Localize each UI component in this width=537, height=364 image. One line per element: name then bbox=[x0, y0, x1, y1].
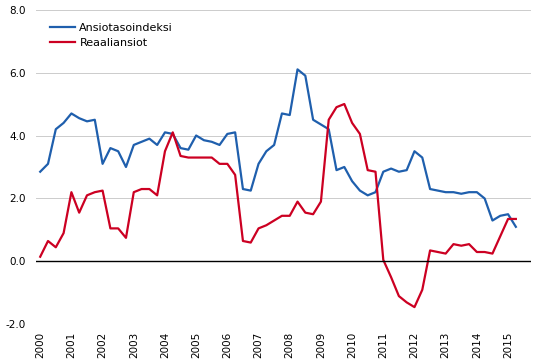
Reaaliansiot bbox=[325, 118, 332, 122]
Reaaliansiot bbox=[271, 218, 277, 223]
Reaaliansiot bbox=[37, 254, 43, 259]
Ansiotasoindeksi bbox=[458, 191, 465, 196]
Reaaliansiot bbox=[513, 217, 519, 221]
Ansiotasoindeksi bbox=[333, 168, 340, 172]
Reaaliansiot bbox=[130, 190, 137, 194]
Reaaliansiot bbox=[162, 149, 168, 154]
Ansiotasoindeksi bbox=[76, 116, 82, 120]
Ansiotasoindeksi bbox=[162, 130, 168, 135]
Legend: Ansiotasoindeksi, Reaaliansiot: Ansiotasoindeksi, Reaaliansiot bbox=[46, 18, 178, 53]
Line: Ansiotasoindeksi: Ansiotasoindeksi bbox=[40, 70, 516, 227]
Reaaliansiot bbox=[76, 210, 82, 215]
Ansiotasoindeksi bbox=[37, 170, 43, 174]
Ansiotasoindeksi bbox=[130, 143, 137, 147]
Reaaliansiot bbox=[341, 102, 347, 106]
Ansiotasoindeksi bbox=[294, 67, 301, 72]
Ansiotasoindeksi bbox=[513, 225, 519, 229]
Ansiotasoindeksi bbox=[271, 143, 277, 147]
Reaaliansiot bbox=[411, 305, 418, 309]
Reaaliansiot bbox=[466, 242, 472, 246]
Line: Reaaliansiot: Reaaliansiot bbox=[40, 104, 516, 307]
